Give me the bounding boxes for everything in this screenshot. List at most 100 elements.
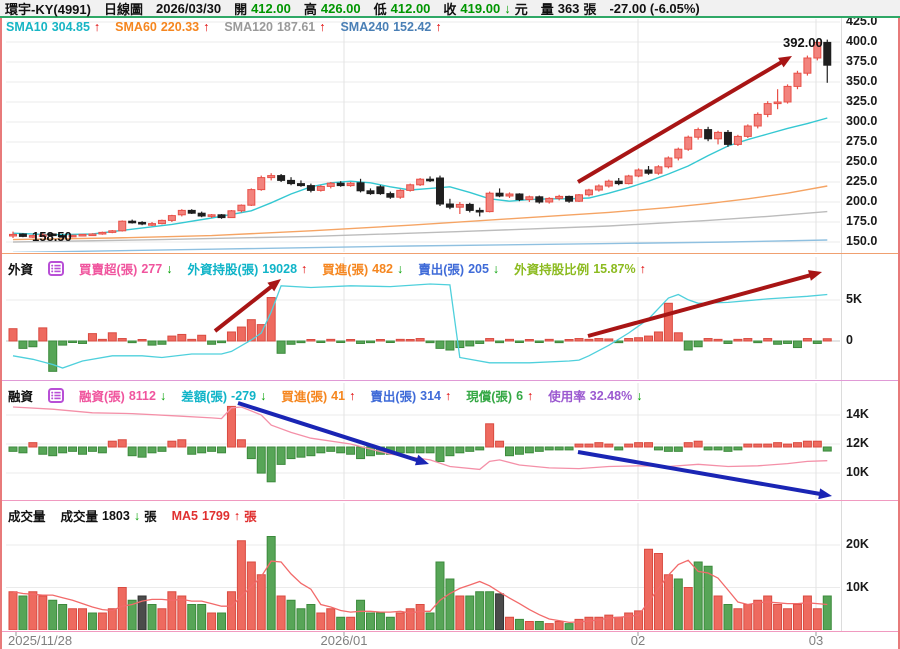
foreign-legend: 外資 買賣超(張) 277 ↓ 外資持股(張) 19028 ↑ 買進(張) 482 ↓ 賣出(張)… — [8, 259, 646, 278]
price-axis-label: 250.0 — [846, 154, 878, 168]
foreign-value-1: 19028 — [262, 261, 298, 276]
price-high-label: 392.00 — [783, 35, 823, 50]
margin-item-5: 使用率 32.48% ↓ — [548, 386, 642, 405]
period-label[interactable]: 日線圖 — [103, 1, 143, 17]
list-icon[interactable] — [48, 388, 65, 403]
margin-value-1: -279 — [231, 388, 257, 403]
stock-title: 環宇-KY(4991) — [5, 1, 91, 17]
sma-value-2: 187.61 — [276, 20, 316, 34]
foreign-panel-title: 外資 — [8, 263, 34, 277]
price-axis-label: 200.0 — [846, 194, 878, 208]
margin-item-1: 差額(張) -279 ↓ — [181, 386, 266, 405]
foreign-item-1: 外資持股(張) 19028 ↑ — [187, 259, 307, 278]
ohlc-field-3: 收 419.00 ↓ 元 — [443, 0, 527, 18]
x-axis-label: 02 — [630, 633, 646, 648]
ohlc-label: 低 — [373, 1, 387, 17]
down-arrow-icon: ↓ — [636, 388, 643, 403]
ohlc-label: 開 — [234, 1, 248, 17]
foreign-value-4: 15.87% — [593, 261, 636, 276]
sma-item-1: SMA60 220.33 ↑ — [115, 20, 209, 34]
sma-label-2: SMA120 — [224, 20, 273, 34]
ohlc-value: 412.00 — [390, 0, 431, 16]
volume-panel-divider — [0, 631, 900, 632]
right-border — [898, 0, 900, 649]
change-label: -27.00 (-6.05%) — [609, 0, 700, 16]
foreign-panel-divider — [0, 380, 900, 381]
price-axis-label: 300.0 — [846, 114, 878, 128]
margin-label-5: 使用率 — [548, 390, 586, 404]
x-axis-label: 03 — [808, 633, 824, 648]
price-axis-label: 150.0 — [846, 234, 878, 248]
volume-label-0: 成交量 — [60, 510, 99, 524]
margin-item-3: 賣出(張) 314 ↑ — [370, 386, 451, 405]
margin-item-2: 買進(張) 41 ↑ — [281, 386, 355, 405]
price-axis-label: 225.0 — [846, 174, 878, 188]
margin-value-0: 8112 — [128, 388, 156, 403]
volume-value-1: 1799 — [202, 508, 230, 523]
up-arrow-icon: ↑ — [435, 20, 442, 34]
down-arrow-icon: ↓ — [260, 388, 267, 403]
margin-label-2: 買進(張) — [281, 390, 328, 404]
price-panel-divider — [0, 253, 900, 254]
volume-legend: 成交量 成交量 1803 ↓ 張 MA5 1799 ↑ 張 — [8, 506, 257, 525]
margin-panel-title: 融資 — [8, 390, 34, 404]
down-arrow-icon: ↓ — [396, 261, 404, 276]
margin-label-4: 現償(張) — [466, 390, 513, 404]
up-arrow-icon: ↑ — [203, 20, 210, 34]
volume-suffix-1: 張 — [244, 510, 257, 524]
ohlc-field-1: 高 426.00 — [304, 0, 361, 18]
foreign-label-1: 外資持股(張) — [187, 263, 259, 277]
margin-item-0: 融資(張) 8112 ↓ — [79, 386, 166, 405]
margin-axis-label: 10K — [846, 465, 869, 479]
volume-axis-label: 10K — [846, 579, 869, 594]
down-arrow-icon: ↓ — [504, 0, 511, 16]
margin-value-3: 314 — [420, 388, 441, 403]
margin-value-2: 41 — [331, 388, 346, 403]
margin-label-0: 融資(張) — [79, 390, 125, 404]
price-axis-label: 375.0 — [846, 54, 878, 68]
sma-value-0: 304.85 — [51, 20, 90, 34]
down-arrow-icon: ↓ — [492, 261, 500, 276]
foreign-value-3: 205 — [468, 261, 489, 276]
volume-item-0: 成交量 1803 ↓ 張 — [61, 506, 157, 525]
sma-item-2: SMA120 187.61 ↑ — [224, 20, 325, 34]
price-axis-label: 350.0 — [846, 74, 878, 88]
volume-label: 量 — [540, 1, 554, 17]
title-bar: 環宇-KY(4991) 日線圖 2026/03/30 開 412.00 高 426.0… — [0, 0, 900, 18]
volume-suffix-0: 張 — [144, 510, 157, 524]
ohlc-label: 高 — [303, 1, 317, 17]
up-arrow-icon: ↑ — [233, 508, 241, 523]
foreign-item-3: 賣出(張) 205 ↓ — [418, 259, 499, 278]
margin-legend: 融資 融資(張) 8112 ↓ 差額(張) -279 ↓ 買進(張) 41 ↑ 賣出(張) 314 ↑… — [8, 386, 642, 405]
x-axis-label: 2026/01 — [320, 633, 368, 648]
up-arrow-icon: ↑ — [639, 261, 646, 276]
margin-value-5: 32.48% — [589, 388, 633, 403]
ohlc-label: 收 — [443, 1, 457, 17]
down-arrow-icon: ↓ — [133, 508, 141, 523]
volume-label-1: MA5 — [171, 508, 199, 523]
left-border — [0, 0, 2, 649]
x-axis-label: 2025/11/28 — [8, 633, 73, 648]
foreign-item-0: 買賣超(張) 277 ↓ — [79, 259, 172, 278]
up-arrow-icon: ↑ — [319, 20, 326, 34]
list-icon[interactable] — [48, 261, 65, 276]
margin-label-1: 差額(張) — [181, 390, 228, 404]
foreign-value-2: 482 — [372, 261, 393, 276]
volume-value-0: 1803 — [102, 508, 130, 523]
ohlc-value: 412.00 — [251, 0, 291, 16]
sma-label-1: SMA60 — [115, 20, 157, 34]
volume-field: 量 363 張 — [541, 0, 597, 18]
up-arrow-icon: ↑ — [445, 388, 452, 403]
volume-axis-label: 20K — [846, 537, 869, 551]
margin-axis-label: 12K — [846, 436, 869, 450]
foreign-label-4: 外資持股比例 — [514, 263, 590, 277]
ohlc-suffix: 元 — [514, 1, 528, 17]
up-arrow-icon: ↑ — [93, 20, 101, 34]
margin-panel-divider — [0, 500, 900, 501]
margin-value-4: 6 — [516, 388, 524, 403]
volume-unit: 張 — [583, 1, 597, 17]
volume-panel-title: 成交量 — [8, 510, 46, 524]
margin-item-4: 現償(張) 6 ↑ — [466, 386, 533, 405]
